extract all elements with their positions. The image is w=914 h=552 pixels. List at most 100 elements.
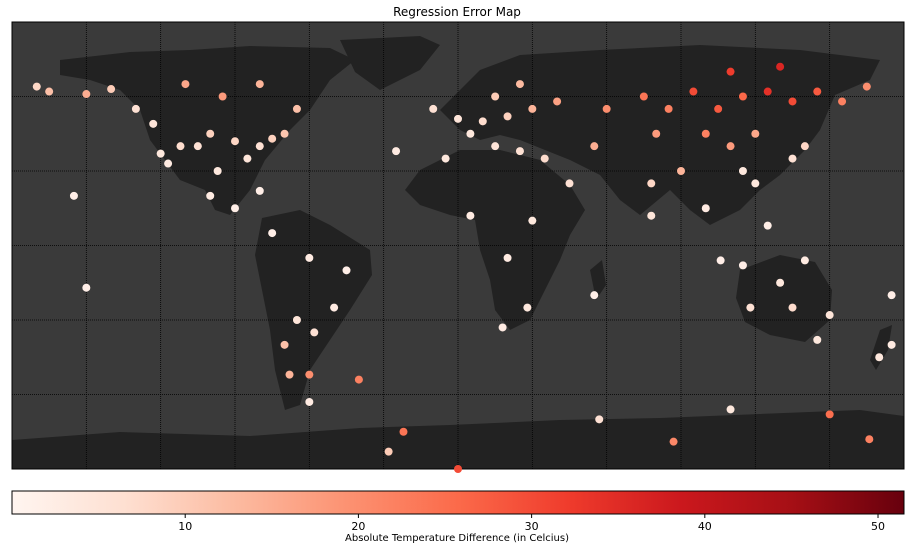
data-point [746,303,755,312]
data-point [602,104,611,113]
data-point [149,119,158,128]
data-point [268,229,277,238]
land-greenland [340,36,440,90]
data-point [491,142,500,151]
data-point [726,142,735,151]
data-point [726,67,735,76]
data-point [738,92,747,101]
data-point [825,410,834,419]
data-point [231,204,239,213]
data-point [82,90,91,99]
data-point [714,104,723,113]
data-point [310,328,319,337]
data-point [255,186,264,195]
data-point [466,211,475,220]
data-point [466,129,475,138]
data-point [218,92,227,101]
data-point [887,291,896,300]
data-point [528,104,537,113]
data-point [354,375,363,384]
data-point [751,129,760,138]
data-point [515,80,524,89]
colorbar-tick-label: 50 [871,520,885,533]
data-point [763,221,772,230]
data-point [384,447,393,456]
data-point [503,112,512,121]
data-point [429,104,438,113]
data-point [689,87,698,96]
data-point [590,291,599,300]
data-point [669,437,678,446]
data-point [454,465,462,473]
data-point [813,335,822,344]
data-point [305,253,314,262]
data-point [726,405,735,414]
data-point [285,370,294,379]
data-point [751,179,760,188]
data-point [523,303,532,312]
data-point [862,82,871,91]
data-point [478,117,487,126]
land-new-zealand [870,325,892,370]
colorbar-label: Absolute Temperature Difference (in Celc… [345,533,569,544]
data-point [503,253,512,262]
data-point [255,80,264,89]
chart-title: Regression Error Map [393,5,521,19]
data-point [647,179,656,188]
data-point [565,179,574,188]
data-point [776,62,785,71]
data-point [788,303,797,312]
data-point [515,147,524,156]
land-africa [405,150,585,330]
data-point [255,142,264,151]
data-point [595,415,604,424]
colorbar-ticks: 10 20 30 40 50 [178,514,885,533]
data-point [454,114,462,123]
data-point [156,149,165,158]
land-south-america [255,210,372,410]
data-point [280,340,289,349]
land-madagascar [590,260,606,300]
data-point [813,87,822,96]
data-point [491,92,500,101]
data-point [498,323,507,332]
colorbar-tick-label: 30 [525,520,539,533]
data-point [875,353,884,362]
data-point [825,311,834,320]
data-point [131,104,140,113]
colorbar [11,490,905,515]
data-point [716,256,725,265]
data-point [268,134,277,143]
data-point [664,104,673,113]
data-point [865,435,874,444]
data-point [206,191,215,200]
data-point [887,340,896,349]
data-point [701,204,710,213]
data-point [305,370,314,379]
data-point [701,129,710,138]
data-point [647,211,656,220]
data-point [206,129,215,138]
data-point [590,142,599,151]
data-point [45,87,54,96]
data-point [176,142,185,151]
data-point [305,397,314,406]
colorbar-tick-label: 20 [351,520,365,533]
data-point [838,97,847,106]
data-point [528,216,537,225]
data-point [738,261,747,270]
data-point [213,167,222,175]
data-point [181,80,190,89]
land-north-america [60,46,355,215]
data-point [800,256,809,265]
data-point [441,154,450,163]
data-point [677,167,685,175]
data-point [776,278,785,287]
colorbar-tick-label: 10 [178,520,192,533]
data-point [540,154,549,163]
data-points [32,62,896,473]
colorbar-tick-label: 40 [698,520,712,533]
data-point [330,303,339,312]
data-point [553,97,562,106]
